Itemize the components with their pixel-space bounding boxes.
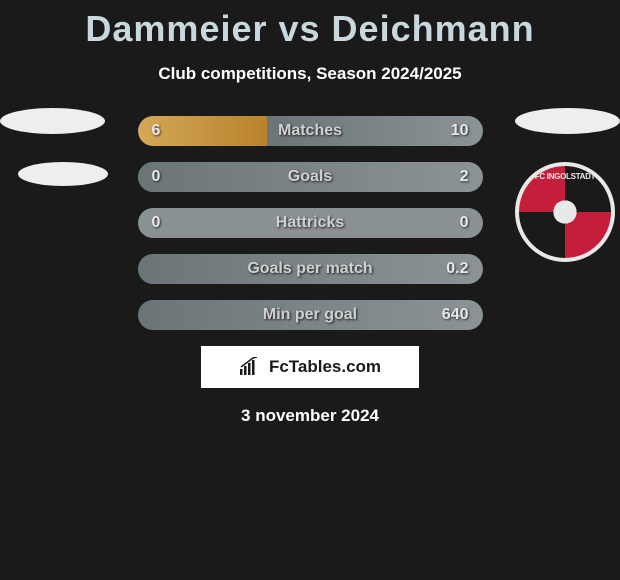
team-logo-placeholder — [515, 108, 620, 134]
stat-right-value: 0.2 — [446, 260, 468, 278]
stat-label: Matches — [278, 122, 342, 140]
team-logo-placeholder — [18, 162, 108, 186]
stat-row: Min per goal 640 — [138, 300, 483, 330]
stat-right-value: 10 — [451, 122, 469, 140]
watermark-text: FcTables.com — [269, 357, 381, 377]
stats-area: FC INGOLSTADT 6 Matches 10 0 Goals 2 0 Hattrick… — [0, 116, 620, 330]
stat-left-value: 0 — [152, 214, 161, 232]
stat-label: Min per goal — [263, 306, 357, 324]
left-team-logos — [0, 108, 108, 214]
right-team-logos: FC INGOLSTADT — [515, 108, 620, 262]
stat-row: Goals per match 0.2 — [138, 254, 483, 284]
badge-text: FC INGOLSTADT — [519, 172, 611, 181]
stat-right-value: 640 — [442, 306, 469, 324]
stat-row: 0 Goals 2 — [138, 162, 483, 192]
team-logo-placeholder — [0, 108, 105, 134]
date-text: 3 november 2024 — [0, 406, 620, 426]
stat-label: Hattricks — [276, 214, 344, 232]
stat-left-value: 0 — [152, 168, 161, 186]
stat-row: 6 Matches 10 — [138, 116, 483, 146]
stat-row: 0 Hattricks 0 — [138, 208, 483, 238]
stat-right-value: 2 — [460, 168, 469, 186]
page-title: Dammeier vs Deichmann — [0, 8, 620, 50]
club-badge-icon: FC INGOLSTADT — [515, 162, 615, 262]
chart-icon — [239, 359, 263, 375]
subtitle: Club competitions, Season 2024/2025 — [0, 64, 620, 84]
stat-right-value: 0 — [460, 214, 469, 232]
stat-label: Goals — [288, 168, 332, 186]
stat-left-value: 6 — [152, 122, 161, 140]
stat-rows-container: 6 Matches 10 0 Goals 2 0 Hattricks 0 Goals per ma… — [138, 116, 483, 330]
stat-label: Goals per match — [247, 260, 372, 278]
watermark-box: FcTables.com — [201, 346, 419, 388]
main-container: Dammeier vs Deichmann Club competitions,… — [0, 0, 620, 426]
